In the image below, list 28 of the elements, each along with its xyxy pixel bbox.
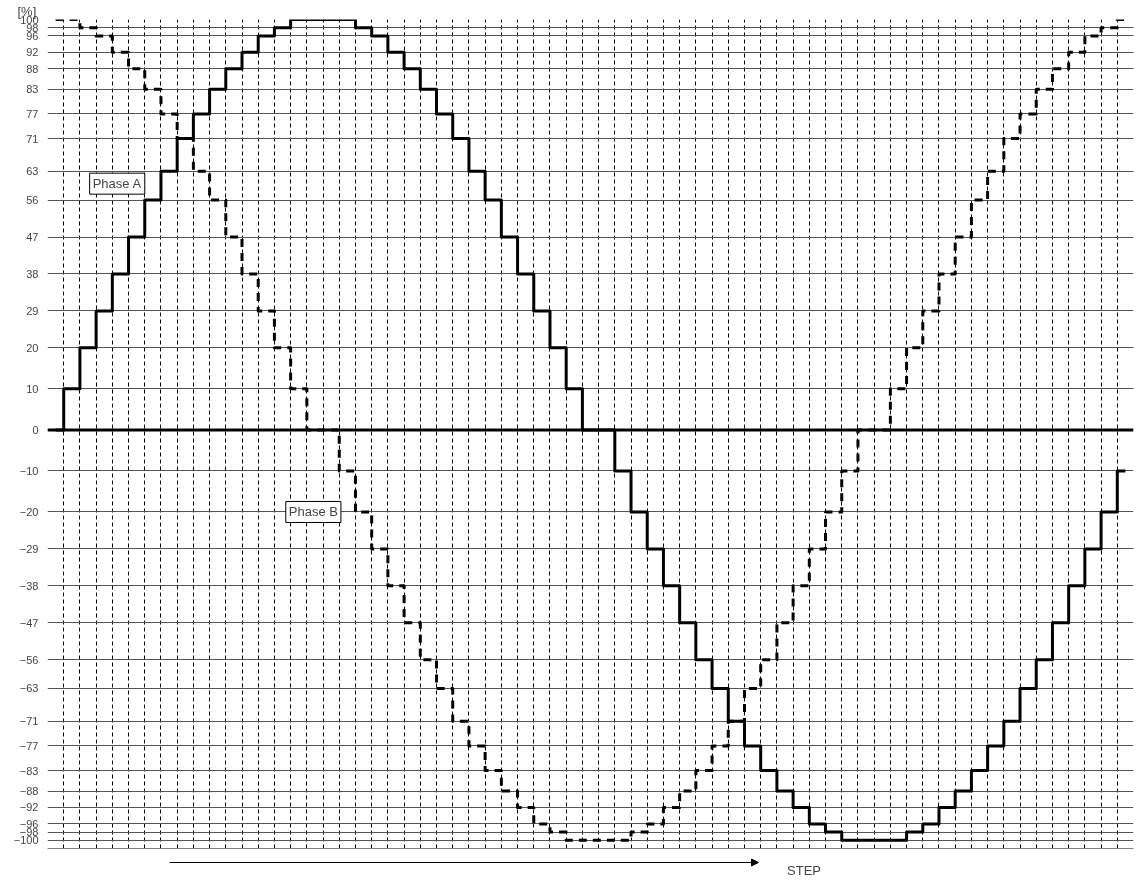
y-tick-label: −88 (19, 785, 39, 798)
y-tick-label: −47 (19, 616, 39, 629)
y-tick-label: −29 (19, 542, 39, 555)
y-tick-label: 83 (26, 83, 39, 96)
y-tick-label: 56 (26, 194, 39, 207)
y-tick-label: −38 (19, 579, 39, 592)
y-tick-label: −20 (19, 505, 39, 518)
x-axis-title: STEP (787, 863, 822, 878)
y-tick-label: 38 (26, 267, 39, 280)
series-label: Phase A (92, 176, 142, 192)
y-tick-label: −63 (19, 682, 39, 695)
y-tick-label: 47 (26, 231, 39, 244)
y-tick-label: 10 (26, 382, 39, 395)
y-tick-label: 63 (26, 165, 39, 178)
y-tick-label: 92 (26, 46, 39, 59)
y-tick-label: −10 (19, 464, 39, 477)
y-tick-label: −83 (19, 764, 39, 777)
y-tick-label: −77 (19, 739, 39, 752)
y-tick-label: 29 (26, 304, 39, 317)
y-tick-label: 20 (26, 341, 39, 354)
y-tick-label: 71 (26, 132, 39, 145)
series-label: Phase B (288, 504, 338, 520)
y-tick-label: −92 (19, 801, 39, 814)
y-tick-label: −56 (19, 653, 39, 666)
y-tick-label: 77 (26, 107, 39, 120)
y-tick-label: 88 (26, 62, 39, 75)
y-tick-label: 0 (32, 423, 39, 436)
y-tick-label: −71 (19, 715, 39, 728)
